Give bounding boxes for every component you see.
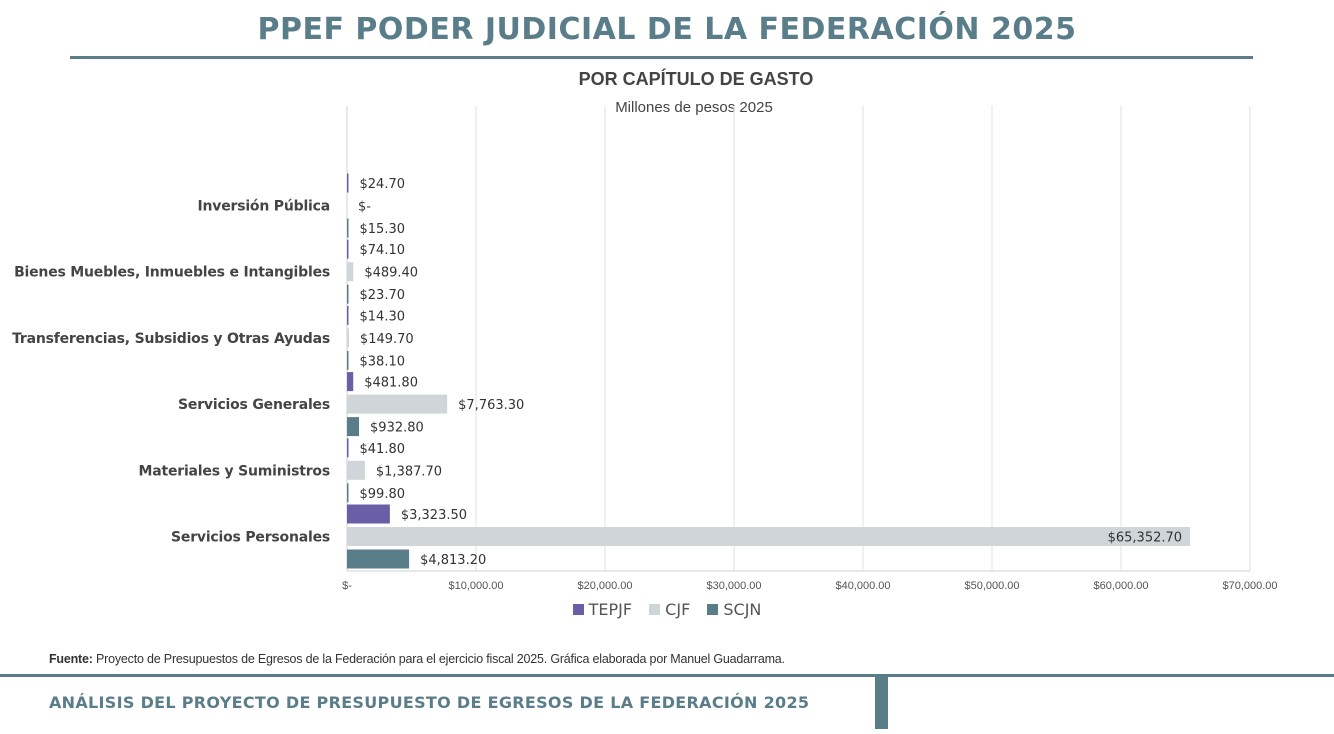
legend-swatch-tepjf xyxy=(572,604,584,615)
category-label: Inversión Pública xyxy=(198,199,331,215)
legend-item-cjf: CJF xyxy=(649,600,690,619)
legend-label-cjf: CJF xyxy=(665,600,691,619)
bar-scjn xyxy=(347,483,349,503)
bar-tepjf xyxy=(347,173,349,193)
data-label: $149.70 xyxy=(360,332,414,347)
data-label: $15.30 xyxy=(360,222,406,237)
source-text: Proyecto de Presupuestos de Egresos de l… xyxy=(92,652,785,666)
title-rule xyxy=(70,56,1253,59)
category-label: Servicios Personales xyxy=(171,530,330,546)
page-title: PPEF PODER JUDICIAL DE LA FEDERACIÓN 202… xyxy=(257,12,1077,47)
bar-tepjf xyxy=(347,372,354,392)
x-tick-label: $60,000.00 xyxy=(1093,580,1148,592)
chart-legend: TEPJF CJF SCJN xyxy=(0,600,1334,619)
bar-tepjf xyxy=(347,504,390,524)
data-label: $38.10 xyxy=(360,354,406,369)
x-tick-label: $70,000.00 xyxy=(1222,580,1277,592)
x-tick-label: $20,000.00 xyxy=(577,580,632,592)
data-label: $24.70 xyxy=(360,177,406,192)
legend-swatch-scjn xyxy=(707,604,719,615)
chart-title: POR CAPÍTULO DE GASTO xyxy=(579,68,814,89)
x-tick-label: $10,000.00 xyxy=(448,580,503,592)
data-label: $74.10 xyxy=(360,243,406,258)
data-label: $7,763.30 xyxy=(458,398,524,413)
bar-scjn xyxy=(347,549,410,569)
bar-scjn xyxy=(347,417,360,437)
footer-text: ANÁLISIS DEL PROYECTO DE PRESUPUESTO DE … xyxy=(49,693,810,712)
chart-subtitle: Millones de pesos 2025 xyxy=(615,99,773,116)
bar-tepjf xyxy=(347,305,349,325)
legend-swatch-cjf xyxy=(649,604,661,615)
data-label: $481.80 xyxy=(364,376,418,391)
data-label: $932.80 xyxy=(370,421,424,436)
bar-tepjf xyxy=(347,239,349,259)
x-tick-label: $- xyxy=(342,580,352,592)
bar-cjf xyxy=(347,460,365,480)
source-label: Fuente: xyxy=(49,652,93,666)
bar-cjf xyxy=(347,527,1191,546)
data-label: $1,387.70 xyxy=(376,464,442,479)
data-label: $41.80 xyxy=(360,442,406,457)
data-label: $- xyxy=(358,200,371,215)
legend-item-scjn: SCJN xyxy=(707,600,761,619)
legend-item-tepjf: TEPJF xyxy=(572,600,633,619)
data-label: $14.30 xyxy=(360,309,406,324)
data-label: $23.70 xyxy=(360,288,406,303)
bar-scjn xyxy=(347,350,349,370)
bar-chart: POR CAPÍTULO DE GASTO Millones de pesos 2… xyxy=(12,68,1277,592)
data-label: $4,813.20 xyxy=(420,553,486,568)
data-label: $489.40 xyxy=(364,266,418,281)
source-note: Fuente: Proyecto de Presupuestos de Egre… xyxy=(49,652,785,666)
x-tick-label: $50,000.00 xyxy=(964,580,1019,592)
bar-tepjf xyxy=(347,438,349,458)
bar-cjf xyxy=(347,328,349,348)
data-label: $99.80 xyxy=(360,487,406,502)
legend-label-scjn: SCJN xyxy=(723,600,762,619)
data-label: $3,323.50 xyxy=(401,508,467,523)
legend-label-tepjf: TEPJF xyxy=(588,600,633,619)
x-tick-label: $30,000.00 xyxy=(706,580,761,592)
category-label: Transferencias, Subsidios y Otras Ayudas xyxy=(12,331,330,347)
footer-block xyxy=(875,677,888,729)
bar-cjf xyxy=(347,262,354,282)
bar-cjf xyxy=(347,394,448,414)
bar-scjn xyxy=(347,218,349,238)
x-tick-label: $40,000.00 xyxy=(835,580,890,592)
category-label: Servicios Generales xyxy=(178,397,330,413)
data-label: $65,352.70 xyxy=(1108,531,1182,546)
bar-scjn xyxy=(347,284,349,304)
footer-rule xyxy=(0,674,1334,677)
category-label: Bienes Muebles, Inmuebles e Intangibles xyxy=(14,265,330,281)
category-label: Materiales y Suministros xyxy=(138,463,330,479)
